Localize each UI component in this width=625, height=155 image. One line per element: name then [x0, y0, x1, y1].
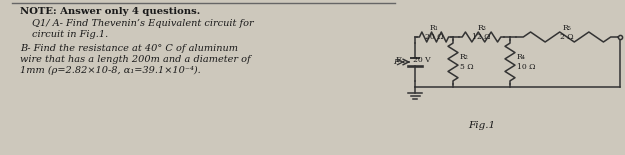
Text: 5 Ω: 5 Ω [460, 63, 474, 71]
Text: 12 Ω: 12 Ω [472, 33, 491, 41]
Text: 20 V: 20 V [413, 56, 431, 64]
Text: 2 Ω: 2 Ω [560, 33, 574, 41]
Text: E: E [396, 56, 402, 64]
Text: 10 Ω: 10 Ω [517, 63, 536, 71]
Text: Fig.1: Fig.1 [468, 120, 495, 129]
Text: B- Find the resistance at 40° C of aluminum: B- Find the resistance at 40° C of alumi… [20, 44, 238, 53]
Text: F: F [393, 58, 399, 66]
Text: R₅: R₅ [562, 24, 571, 32]
Text: wire that has a length 200m and a diameter of: wire that has a length 200m and a diamet… [20, 55, 251, 64]
Text: R₁: R₁ [429, 24, 438, 32]
Text: 20 Ω: 20 Ω [425, 33, 443, 41]
Text: Q1/ A- Find Thevenin’s Equivalent circuit for: Q1/ A- Find Thevenin’s Equivalent circui… [32, 19, 254, 28]
Text: R₄: R₄ [517, 53, 526, 61]
Text: NOTE: Answer only 4 questions.: NOTE: Answer only 4 questions. [20, 7, 200, 16]
Text: R₃: R₃ [477, 24, 486, 32]
Text: circuit in Fig.1.: circuit in Fig.1. [32, 30, 108, 39]
Text: 1mm (ρ=2.82×10-8, α₁=39.1×10⁻⁴).: 1mm (ρ=2.82×10-8, α₁=39.1×10⁻⁴). [20, 66, 201, 75]
Text: R₂: R₂ [460, 53, 469, 61]
